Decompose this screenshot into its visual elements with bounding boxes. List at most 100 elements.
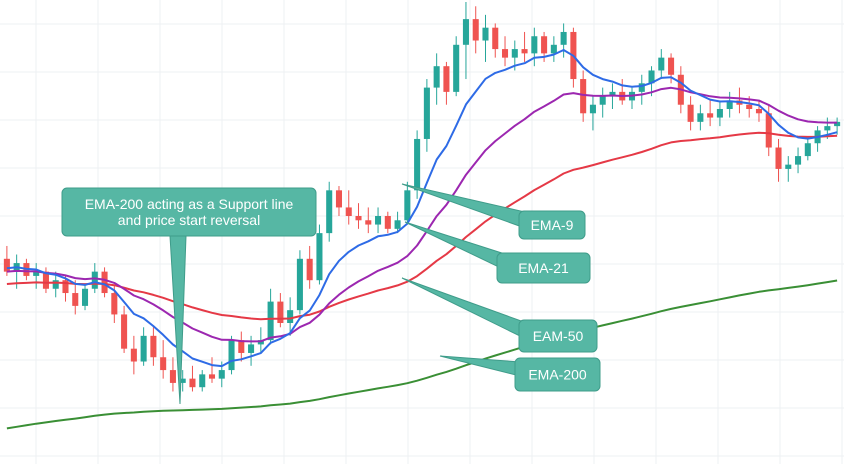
candle-down [238,340,245,353]
line-eam-50 [6,131,838,321]
candle-up [697,113,704,122]
candle-up [726,100,733,109]
candle-up [52,280,59,289]
candle-up [531,36,538,54]
candle-up [658,57,665,71]
candle-down [775,147,782,169]
ema21-callout: EMA-21 [496,252,591,284]
candle-up [404,190,411,221]
candle-up [267,301,274,341]
ema9-callout-box [518,210,586,240]
candle-up [482,27,489,41]
candle-up [316,233,323,281]
ema200-callout: EMA-200 [514,357,601,392]
support-callout-text: and price start reversal [118,212,260,228]
candle-down [306,258,313,281]
candle-up [91,271,98,289]
candle-up [179,378,186,383]
candle-up [433,66,440,88]
ema9-callout-pointer [401,183,526,229]
candle-down [42,271,49,289]
ema-lines [6,49,838,430]
ema50-callout-pointer [401,277,525,339]
candle-down [101,271,108,294]
candle-up [33,271,40,276]
candle-up [716,109,723,118]
line-ema-200 [6,279,838,430]
candle-up [394,220,401,229]
candle-up [648,70,655,84]
ema21-callout-pointer [404,221,506,271]
support-callout: EMA-200 acting as a Support line and pri… [61,187,317,237]
ema200-callout-text: EMA-200 [528,367,587,383]
candle-up [423,87,430,139]
candle-up [199,374,206,388]
candle-up [375,216,382,225]
candle-down [668,57,675,75]
candle-down [189,378,196,388]
candle-down [746,104,753,109]
candle-up [804,143,811,157]
candle-up [140,335,147,362]
ema50-callout-text: EAM-50 [533,328,584,344]
candle-down [521,49,528,54]
candle-up [81,288,89,306]
candle-down [492,27,499,50]
candle-up [795,156,802,165]
candle-up [560,31,567,45]
ema50-callout-box [518,319,598,353]
candle-down [111,293,118,315]
ema200-callout-pointer [439,355,521,377]
candle-up [453,44,460,92]
candle-down [277,301,284,323]
callouts: EMA-200 acting as a Support line and pri… [61,183,601,405]
support-callout-box [61,187,317,237]
candle-down [707,113,714,118]
line-ema-9 [6,49,838,368]
ema200-callout-box [514,357,601,392]
ema21-callout-text: EMA-21 [518,260,569,276]
candle-up [589,104,596,114]
candle-down [130,348,137,362]
ema9-callout-text: EMA-9 [531,217,574,233]
ema21-callout-box [496,252,591,284]
candle-up [414,138,421,191]
candle-down [365,220,372,225]
candle-up [296,258,303,311]
candle-up [550,44,557,54]
candle-down [501,49,509,58]
candle-down [580,79,587,114]
candle-down [755,109,763,114]
candle-down [62,280,69,294]
candle-up [287,310,294,323]
candle-up [824,126,831,131]
candle-up [326,190,333,234]
candle-up [228,340,235,371]
candle-down [160,357,167,371]
ema9-callout: EMA-9 [518,210,586,240]
candle-down [765,113,772,148]
candle-down [72,293,79,306]
candle-down [150,335,157,358]
candle-up [511,49,518,58]
support-callout-text: EMA-200 acting as a Support line [85,196,294,212]
candle-down [472,19,479,41]
ema50-callout: EAM-50 [518,319,598,353]
candle-up [638,83,645,92]
candle-down [3,258,10,272]
candle-down [687,104,694,122]
candle-down [345,207,352,216]
candle-up [609,91,616,97]
candle-down [443,66,450,92]
candle-up [462,19,469,45]
candle-up [248,344,255,353]
candle-up [218,370,225,379]
candle-down [355,216,362,221]
candle-up [785,164,792,169]
candle-down [121,314,128,349]
candle-down [384,216,391,229]
candle-down [335,190,343,208]
candle-down [208,374,216,379]
candle-down [541,36,548,54]
